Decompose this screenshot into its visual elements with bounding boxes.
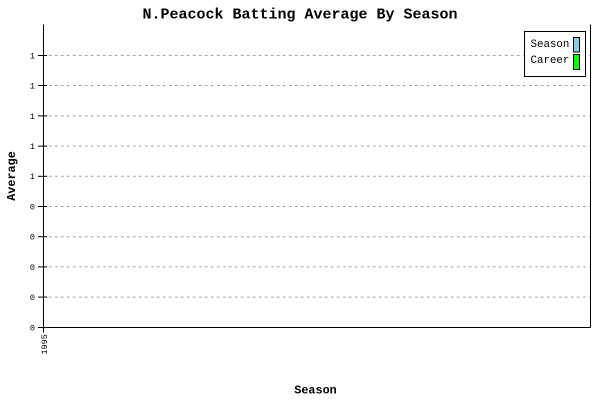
svg-text:0: 0: [30, 202, 35, 212]
svg-text:1: 1: [30, 51, 35, 61]
svg-text:0: 0: [30, 233, 35, 243]
svg-text:1995: 1995: [40, 334, 50, 354]
svg-text:1: 1: [30, 172, 35, 182]
svg-text:Season: Season: [294, 383, 336, 397]
svg-text:1: 1: [30, 112, 35, 122]
svg-text:1: 1: [30, 142, 35, 152]
svg-text:Average: Average: [5, 151, 19, 201]
svg-text:Career: Career: [531, 55, 570, 67]
svg-text:0: 0: [30, 293, 35, 303]
svg-text:Season: Season: [531, 39, 570, 51]
svg-text:N.Peacock Batting Average By S: N.Peacock Batting Average By Season: [142, 7, 457, 24]
svg-text:1: 1: [30, 81, 35, 91]
svg-text:0: 0: [30, 263, 35, 273]
svg-text:0: 0: [30, 323, 35, 333]
